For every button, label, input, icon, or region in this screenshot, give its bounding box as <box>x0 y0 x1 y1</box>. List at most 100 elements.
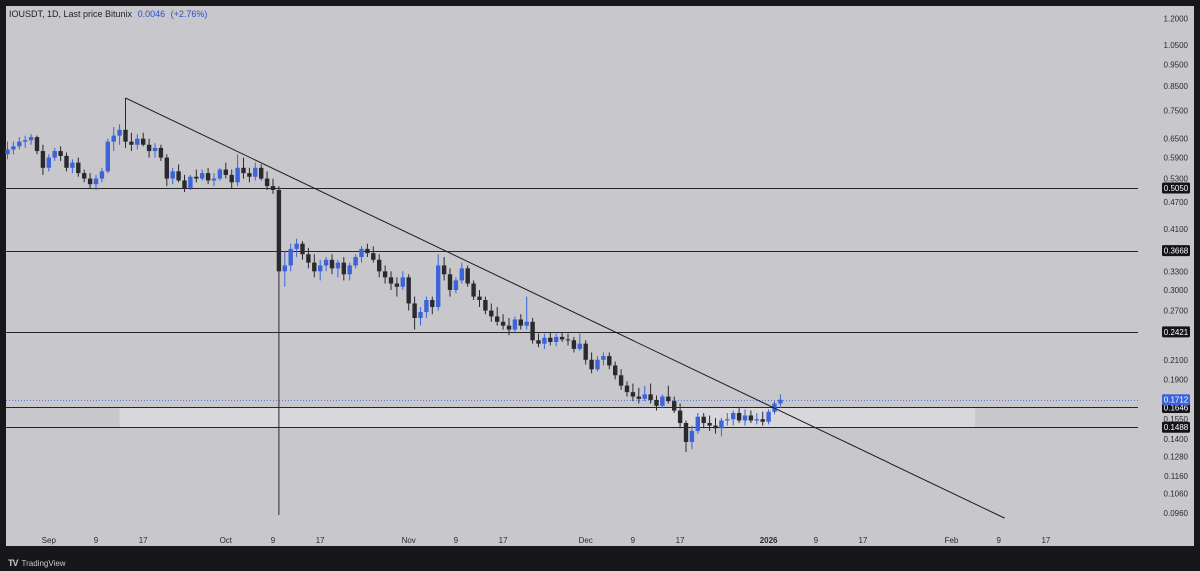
candle-body <box>701 416 706 424</box>
tradingview-brand[interactable]: TV TradingView <box>8 558 66 568</box>
price-tick-label: 1.0500 <box>1164 41 1189 50</box>
price-change: (+2.76%) <box>170 9 208 19</box>
plot-background <box>6 6 1194 546</box>
candle-body <box>636 396 641 399</box>
candle-body <box>58 151 63 156</box>
price-axis[interactable] <box>1138 6 1194 530</box>
candle <box>613 361 618 380</box>
price-tag-label: 0.5050 <box>1164 184 1189 193</box>
candle-body <box>613 365 618 376</box>
candle-body <box>477 296 482 300</box>
candle <box>318 259 323 281</box>
candle <box>40 144 46 175</box>
candle-body <box>229 174 234 183</box>
candle-body <box>695 416 700 431</box>
candle <box>742 409 748 426</box>
candle-body <box>571 340 577 349</box>
candle <box>601 352 606 366</box>
price-tag-label: 0.1712 <box>1164 396 1189 405</box>
candle <box>524 296 529 330</box>
candle-body <box>359 248 364 258</box>
candle <box>23 135 28 148</box>
candle-body <box>524 321 529 326</box>
candle <box>453 277 459 294</box>
candle <box>512 316 518 334</box>
candle <box>695 412 700 434</box>
candle <box>500 314 506 330</box>
price-tag-label: 0.1646 <box>1164 403 1189 412</box>
price-tick-label: 0.4700 <box>1164 198 1189 207</box>
candle <box>748 410 754 424</box>
candle-body <box>341 262 346 275</box>
candle <box>766 409 771 425</box>
candle <box>760 411 765 426</box>
candle-body <box>742 415 748 421</box>
last-price-tag: 0.1712 <box>1162 394 1190 406</box>
candle-body <box>731 412 736 420</box>
candle-body <box>34 137 40 152</box>
candle-body <box>318 265 323 272</box>
candle <box>595 356 600 372</box>
price-tick-label: 0.1900 <box>1164 375 1189 384</box>
candle <box>170 167 175 185</box>
level-price-tag: 0.1488 <box>1162 421 1190 433</box>
time-tick-label: 9 <box>271 536 276 545</box>
candle <box>288 243 293 272</box>
candle-body <box>152 147 158 152</box>
price-tick-label: 0.2700 <box>1164 307 1189 316</box>
candle-body <box>223 169 228 175</box>
candle <box>495 306 500 326</box>
candle-body <box>736 412 742 421</box>
price-tick-label: 0.1160 <box>1164 472 1188 481</box>
candle-body <box>506 325 512 330</box>
candle <box>247 167 252 183</box>
time-tick-label: 9 <box>814 536 819 545</box>
time-axis[interactable] <box>6 530 1138 546</box>
candle <box>725 412 730 426</box>
candle-body <box>548 337 553 342</box>
candle <box>630 383 636 402</box>
candle <box>34 135 40 155</box>
candle-body <box>394 283 400 287</box>
candle <box>689 425 695 450</box>
candle <box>583 340 588 365</box>
candle <box>660 394 665 409</box>
time-tick-label: 2026 <box>760 536 778 545</box>
price-tick-label: 0.9500 <box>1164 60 1189 69</box>
tradingview-logo-icon: TV <box>8 558 18 568</box>
trendline <box>125 97 1005 519</box>
price-tag-box <box>1162 245 1190 257</box>
time-tick-label: 9 <box>996 536 1001 545</box>
candle <box>28 134 34 145</box>
candle <box>571 336 577 353</box>
candle <box>642 385 647 402</box>
candle <box>441 257 447 281</box>
candle <box>264 171 270 190</box>
candle <box>577 333 582 351</box>
candle-body <box>117 129 122 136</box>
candle-body <box>76 162 81 174</box>
candle <box>654 395 659 411</box>
candle-body <box>601 356 606 360</box>
candle <box>677 403 683 429</box>
price-tag-label: 0.1488 <box>1164 423 1189 432</box>
candle-body <box>512 319 518 330</box>
candle <box>194 169 199 183</box>
candle <box>459 262 464 284</box>
candle-body <box>70 162 75 168</box>
candle-body <box>329 259 335 269</box>
candle-body <box>707 423 712 426</box>
candle-body <box>247 173 252 177</box>
candle-body <box>135 138 140 145</box>
candle-body <box>23 140 28 142</box>
candle <box>400 271 405 290</box>
price-tick-label: 0.1550 <box>1164 415 1189 424</box>
candle-body <box>282 265 287 272</box>
price-tick-label: 0.4100 <box>1164 225 1189 234</box>
candle <box>241 157 246 179</box>
candle <box>672 396 677 413</box>
candle <box>736 408 742 424</box>
candle-body <box>725 419 730 421</box>
